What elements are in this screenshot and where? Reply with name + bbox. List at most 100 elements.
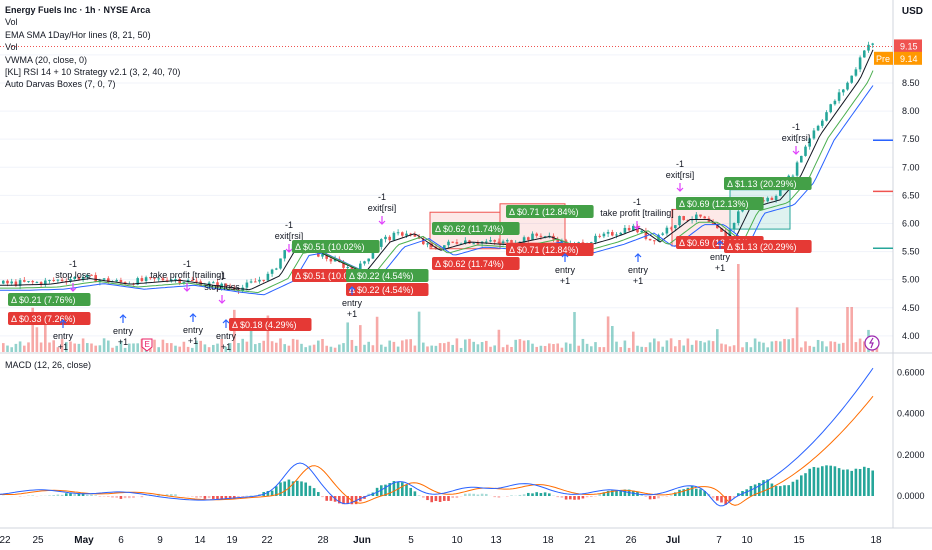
volume-bar: [758, 341, 761, 352]
candle-body: [850, 75, 853, 83]
last-price-tag: 9.15: [900, 41, 918, 51]
candle-body: [716, 223, 719, 229]
indicator-darvas[interactable]: Auto Darvas Boxes (7, 0, 7): [5, 79, 116, 90]
candle-body: [665, 227, 669, 234]
pl-label: Δ $0.22 (4.54%): [349, 285, 414, 295]
macd-histogram-bar: [560, 496, 564, 498]
indicator-rsi-strategy[interactable]: [KL] RSI 14 + 10 Strategy v2.1 (3, 2, 40…: [5, 67, 181, 78]
volume-bar: [207, 347, 211, 352]
candle-body: [426, 243, 429, 245]
indicator-vwma[interactable]: VWMA (20, close, 0): [5, 54, 88, 65]
volume-bar: [829, 341, 832, 352]
candle-body: [266, 273, 270, 281]
candle-body: [388, 236, 391, 241]
volume-bar: [455, 338, 459, 352]
candle-body: [31, 281, 34, 283]
volume-bar: [384, 346, 387, 352]
candle-body: [669, 227, 673, 229]
volume-bar: [275, 342, 278, 352]
exit-label: -1: [633, 197, 641, 207]
volume-bar: [480, 342, 484, 352]
volume-bar: [598, 347, 601, 352]
macd-histogram-bar: [543, 492, 547, 496]
symbol-title[interactable]: Energy Fuels Inc · 1h · NYSE Arca: [5, 5, 151, 15]
candle-body: [770, 197, 774, 201]
indicator-ema-sma[interactable]: EMA SMA 1Day/Hor lines (8, 21, 50): [5, 29, 151, 40]
indicator-vol[interactable]: Vol: [5, 17, 18, 28]
volume-bar: [569, 343, 572, 352]
indicator-vol-2[interactable]: Vol: [5, 42, 18, 53]
candle-body: [35, 282, 39, 284]
volume-bar: [371, 345, 375, 352]
entry-label: entry: [342, 298, 363, 308]
entry-label: +1: [560, 276, 570, 286]
pl-label: Δ $0.21 (7.76%): [11, 295, 76, 305]
volume-bar: [216, 343, 219, 352]
volume-bar: [90, 343, 93, 352]
exit-label: exit[rsi]: [782, 133, 811, 143]
volume-bar: [661, 346, 664, 352]
volume-bar: [741, 347, 744, 352]
candle-body: [77, 276, 81, 280]
volume-bar: [745, 342, 748, 352]
macd-histogram-bar: [762, 480, 765, 496]
volume-bar: [434, 345, 438, 352]
exit-arrow-icon: [378, 216, 386, 225]
pl-label-bg: [8, 312, 91, 325]
macd-histogram-bar: [480, 493, 484, 496]
macd-histogram-bar: [682, 489, 685, 496]
volume-bar: [283, 344, 286, 352]
volume-bar: [132, 343, 135, 352]
candle-body: [409, 233, 412, 235]
macd-histogram-bar: [384, 484, 387, 496]
macd-histogram: [2, 465, 874, 505]
macd-histogram-bar: [569, 496, 572, 500]
volume-bar: [577, 345, 580, 352]
candle-body: [98, 279, 102, 283]
volume-bar: [367, 341, 370, 352]
macd-histogram-bar: [690, 485, 694, 496]
time-axis-label: 15: [793, 535, 805, 546]
macd-histogram-bar: [678, 489, 681, 496]
earnings-marker-label: E: [145, 340, 150, 349]
candle-body: [216, 282, 219, 289]
volume-bar: [6, 345, 9, 352]
currency-label: USD: [901, 6, 923, 17]
price-axis-label: 7.50: [902, 134, 920, 144]
macd-axis-label: 0.2000: [897, 450, 925, 460]
candle-body: [611, 232, 614, 236]
candle-body: [321, 254, 324, 257]
macd-legend[interactable]: MACD (12, 26, close): [5, 360, 92, 370]
entry-arrow-icon: [119, 314, 127, 323]
volume-bar: [800, 347, 803, 352]
volume-bar: [766, 347, 769, 352]
volume-bar: [594, 342, 597, 352]
candle-body: [174, 279, 177, 281]
macd-histogram-bar: [77, 493, 81, 496]
macd-histogram-bar: [476, 494, 480, 496]
volume-bar: [833, 341, 837, 352]
volume-bar: [375, 316, 379, 352]
volume-bar: [266, 315, 270, 352]
volume-bar: [774, 340, 778, 352]
price-axis-label: 6.00: [902, 218, 920, 228]
volume-bar: [720, 343, 723, 352]
macd-histogram-bar: [115, 496, 118, 498]
macd-histogram-bar: [758, 482, 761, 496]
volume-bar: [123, 347, 127, 352]
volume-bar: [136, 343, 139, 352]
time-axis-label: 22: [261, 535, 273, 546]
volume-bar: [346, 322, 349, 352]
macd-histogram-bar: [430, 496, 433, 503]
volume-bar: [409, 339, 412, 352]
pl-label: Δ $1.13 (20.29%): [727, 242, 797, 252]
pl-label: Δ $0.51 (10.02%): [295, 242, 365, 252]
macd-histogram-bar: [653, 496, 656, 500]
candle-body: [854, 69, 858, 76]
entry-label: entry: [183, 325, 204, 335]
candle-body: [493, 240, 496, 242]
candle-body: [539, 235, 543, 237]
candle-body: [871, 43, 874, 45]
macd-histogram-bar: [795, 479, 799, 496]
